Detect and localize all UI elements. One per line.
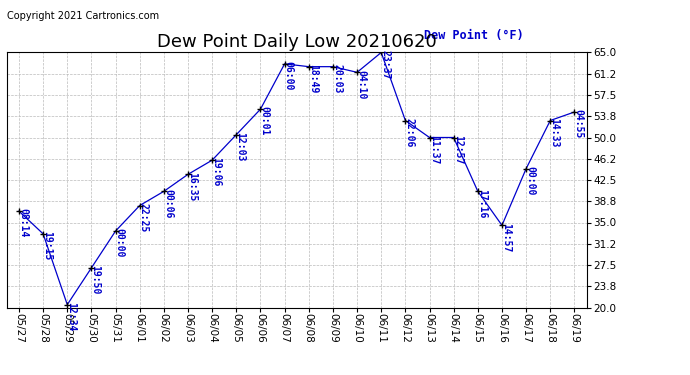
Text: 20:03: 20:03: [332, 64, 342, 93]
Text: 00:00: 00:00: [115, 228, 125, 258]
Text: 14:57: 14:57: [501, 222, 511, 252]
Text: Dew Point (°F): Dew Point (°F): [424, 29, 524, 42]
Text: 19:06: 19:06: [211, 158, 221, 187]
Text: 19:15: 19:15: [42, 231, 52, 260]
Text: 14:33: 14:33: [549, 118, 560, 147]
Text: 17:16: 17:16: [477, 189, 487, 218]
Text: 11:37: 11:37: [428, 135, 439, 164]
Text: 12:34: 12:34: [66, 302, 77, 331]
Text: Copyright 2021 Cartronics.com: Copyright 2021 Cartronics.com: [7, 11, 159, 21]
Text: 00:00: 00:00: [525, 166, 535, 195]
Text: 08:14: 08:14: [18, 209, 28, 238]
Text: 00:01: 00:01: [259, 106, 270, 136]
Text: 12:03: 12:03: [235, 132, 246, 161]
Text: 18:49: 18:49: [308, 64, 318, 93]
Text: 00:06: 00:06: [163, 189, 173, 218]
Text: 06:00: 06:00: [284, 61, 294, 90]
Title: Dew Point Daily Low 20210620: Dew Point Daily Low 20210620: [157, 33, 437, 51]
Text: 04:10: 04:10: [356, 69, 366, 99]
Text: 19:50: 19:50: [90, 265, 101, 294]
Text: 04:55: 04:55: [573, 109, 584, 139]
Text: 16:35: 16:35: [187, 171, 197, 201]
Text: 22:25: 22:25: [139, 203, 149, 232]
Text: 12:57: 12:57: [453, 135, 463, 164]
Text: 22:06: 22:06: [404, 118, 415, 147]
Text: 23:37: 23:37: [380, 50, 391, 79]
